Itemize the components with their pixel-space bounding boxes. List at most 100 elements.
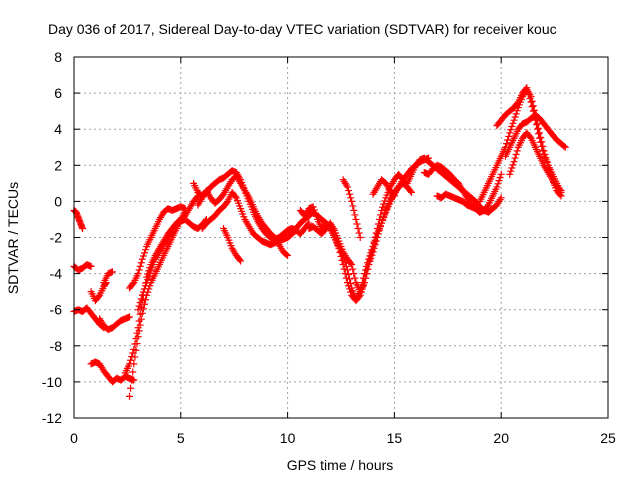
data-point-s27 (513, 147, 521, 155)
data-point-s24 (510, 116, 518, 124)
data-point-s18 (368, 251, 376, 259)
data-point-s23 (476, 208, 484, 216)
data-point-s18 (373, 234, 381, 241)
y-tick-label: 0 (54, 193, 62, 209)
data-point-s22 (483, 202, 491, 210)
data-point-s20 (390, 192, 398, 200)
data-point-s19 (346, 190, 354, 198)
data-point-s25 (527, 98, 535, 106)
data-point-s13 (304, 220, 312, 228)
data-point-s19 (347, 194, 355, 202)
data-point-s9 (129, 368, 137, 376)
data-point-s14 (231, 192, 239, 200)
data-point-s25 (532, 121, 540, 129)
data-point-s9 (131, 353, 139, 361)
data-point-s6 (108, 268, 116, 276)
data-point-s19 (356, 234, 364, 241)
data-point-s27 (526, 133, 534, 141)
data-point-s19 (350, 206, 358, 214)
data-point-s19 (355, 229, 363, 237)
data-point-s22 (493, 183, 501, 191)
data-point-s21 (497, 194, 505, 202)
y-tick-label: -10 (42, 374, 62, 390)
data-point-s25 (537, 138, 545, 146)
y-tick-label: -12 (42, 410, 62, 426)
data-point-s17 (312, 212, 320, 220)
data-point-s25 (524, 87, 532, 95)
data-point-s17 (407, 188, 415, 196)
y-tick-label: 6 (54, 85, 62, 101)
data-point-s10 (138, 255, 146, 263)
data-point-s27 (506, 170, 514, 178)
data-point-s5 (126, 313, 134, 321)
data-point-s10 (181, 205, 189, 213)
data-point-s24 (512, 110, 520, 118)
data-point-s18 (366, 257, 374, 265)
data-point-s9 (137, 315, 145, 323)
data-point-s10 (137, 259, 145, 267)
data-point-s18 (365, 261, 373, 269)
data-point-s17 (311, 209, 319, 217)
data-point-s25 (528, 103, 536, 111)
data-point-s11 (145, 272, 153, 280)
data-point-s9 (133, 340, 141, 348)
data-point-s16 (346, 275, 354, 283)
data-point-s20 (389, 191, 397, 199)
data-point-s9 (127, 384, 135, 392)
data-point-s18 (347, 259, 355, 267)
data-point-s9 (138, 309, 146, 317)
data-point-s11 (146, 269, 154, 277)
x-tick-label: 10 (280, 430, 296, 446)
data-point-s25 (538, 142, 546, 150)
data-point-s8 (127, 356, 135, 364)
data-point-s10 (140, 249, 148, 257)
data-point-s18 (369, 248, 377, 256)
x-axis-label: GPS time / hours (287, 457, 394, 473)
data-point-s24 (509, 119, 517, 127)
data-point-s27 (509, 161, 517, 169)
data-point-s25 (523, 84, 531, 92)
data-point-s25 (539, 146, 547, 154)
data-point-s12 (283, 251, 291, 259)
data-point-s11 (134, 306, 142, 314)
data-point-s11 (144, 275, 152, 283)
data-point-s25 (525, 91, 533, 99)
data-point-s19 (352, 215, 360, 223)
data-point-s26 (560, 142, 568, 150)
y-tick-label: 4 (54, 121, 62, 137)
data-point-s17 (346, 285, 354, 293)
data-point-s18 (363, 270, 371, 278)
data-point-s10 (139, 252, 147, 260)
data-point-s27 (508, 164, 516, 172)
data-point-s24 (505, 132, 513, 140)
chart-title: Day 036 of 2017, Sidereal Day-to-day VTE… (48, 21, 557, 37)
data-point-s18 (372, 237, 380, 245)
data-point-s12 (284, 252, 292, 260)
data-point-s24 (503, 140, 511, 148)
data-point-s18 (377, 223, 385, 231)
data-point-s17 (342, 274, 350, 282)
data-point-s18 (362, 274, 370, 282)
data-point-s27 (511, 154, 519, 162)
data-point-s24 (507, 126, 515, 134)
data-point-s18 (349, 265, 357, 273)
data-point-s17 (309, 203, 317, 211)
data-point-s9 (130, 360, 138, 368)
data-point-s15 (237, 257, 245, 265)
y-tick-label: -4 (50, 266, 63, 282)
data-point-s10 (135, 266, 143, 274)
y-tick-label: -6 (50, 302, 63, 318)
data-point-s23 (475, 207, 483, 215)
data-point-s24 (511, 113, 519, 121)
data-point-s17 (340, 265, 348, 273)
data-point-s24 (513, 107, 521, 115)
data-point-s15 (236, 256, 244, 264)
y-tick-label: -2 (50, 230, 63, 246)
data-point-s22 (496, 173, 504, 181)
data-point-s27 (556, 186, 564, 194)
data-point-s17 (355, 293, 363, 301)
y-tick-label: 8 (54, 49, 62, 65)
data-point-s9 (139, 305, 147, 313)
data-point-s25 (526, 95, 534, 103)
